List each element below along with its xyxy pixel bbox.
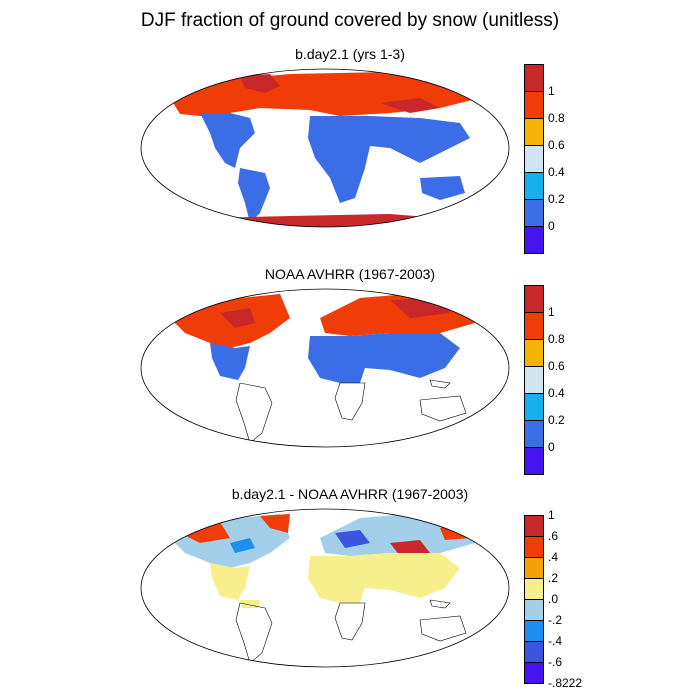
panel-2-title: NOAA AVHRR (1967-2003) xyxy=(264,266,436,282)
colorbar-label: -.4 xyxy=(548,634,563,648)
colorbar-label: -.6 xyxy=(548,655,563,669)
panel-2-colorbar-cell xyxy=(524,339,544,366)
colorbar-label: 0.4 xyxy=(548,386,565,400)
panel-3-colorbar-cell xyxy=(524,578,544,599)
panel-2-colorbar-cell xyxy=(524,285,544,312)
panel-2-colorbar-cell xyxy=(524,312,544,339)
panel-2-colorbar xyxy=(524,285,544,475)
panel-2-colorbar-cell xyxy=(524,420,544,447)
panel-3-colorbar-cell xyxy=(524,620,544,641)
figure-title: DJF fraction of ground covered by snow (… xyxy=(140,10,560,31)
panel-3-colorbar-cell xyxy=(524,599,544,620)
colorbar-label: 0.8 xyxy=(548,332,565,346)
panel-2-colorbar-cell xyxy=(524,447,544,475)
colorbar-label: 0.6 xyxy=(548,138,565,152)
colorbar-label: 0.2 xyxy=(548,192,565,206)
panel-3-colorbar-cell xyxy=(524,641,544,662)
panel-3-colorbar-cell xyxy=(524,557,544,578)
panel-1-colorbar-cell xyxy=(524,64,544,91)
colorbar-label: 1 xyxy=(548,508,555,522)
panel-1-colorbar-cell xyxy=(524,145,544,172)
colorbar-label: .4 xyxy=(548,550,559,564)
colorbar-label: 0 xyxy=(548,440,555,454)
colorbar-label: 1 xyxy=(548,84,555,98)
panel-3-colorbar-cell xyxy=(524,515,544,536)
panel-1-colorbar xyxy=(524,64,544,254)
panel-3-colorbar-cell xyxy=(524,536,544,557)
panel-1-map xyxy=(140,68,510,228)
colorbar-label: .6 xyxy=(548,529,559,543)
colorbar-label: 0.4 xyxy=(548,165,565,179)
panel-2-colorbar-cell xyxy=(524,393,544,420)
colorbar-label: 1 xyxy=(548,305,555,319)
panel-3-colorbar xyxy=(524,515,544,684)
panel-3-colorbar-cell xyxy=(524,662,544,684)
panel-1-colorbar-cell xyxy=(524,91,544,118)
colorbar-label: -.8222 xyxy=(548,676,583,690)
panel-2-colorbar-cell xyxy=(524,366,544,393)
panel-1-colorbar-cell xyxy=(524,199,544,226)
panel-1-title: b.day2.1 (yrs 1-3) xyxy=(295,46,405,62)
colorbar-label: .0 xyxy=(548,592,559,606)
colorbar-label: 0 xyxy=(548,219,555,233)
colorbar-label: 0.6 xyxy=(548,359,565,373)
colorbar-label: -.2 xyxy=(548,613,563,627)
panel-2-map xyxy=(140,288,510,448)
colorbar-label: .2 xyxy=(548,571,559,585)
panel-3-map xyxy=(140,508,510,668)
panel-3-title: b.day2.1 - NOAA AVHRR (1967-2003) xyxy=(231,486,469,502)
panel-1-colorbar-cell xyxy=(524,118,544,145)
panel-1-colorbar-cell xyxy=(524,172,544,199)
colorbar-label: 0.2 xyxy=(548,413,565,427)
colorbar-label: 0.8 xyxy=(548,111,565,125)
panel-1-colorbar-cell xyxy=(524,226,544,254)
